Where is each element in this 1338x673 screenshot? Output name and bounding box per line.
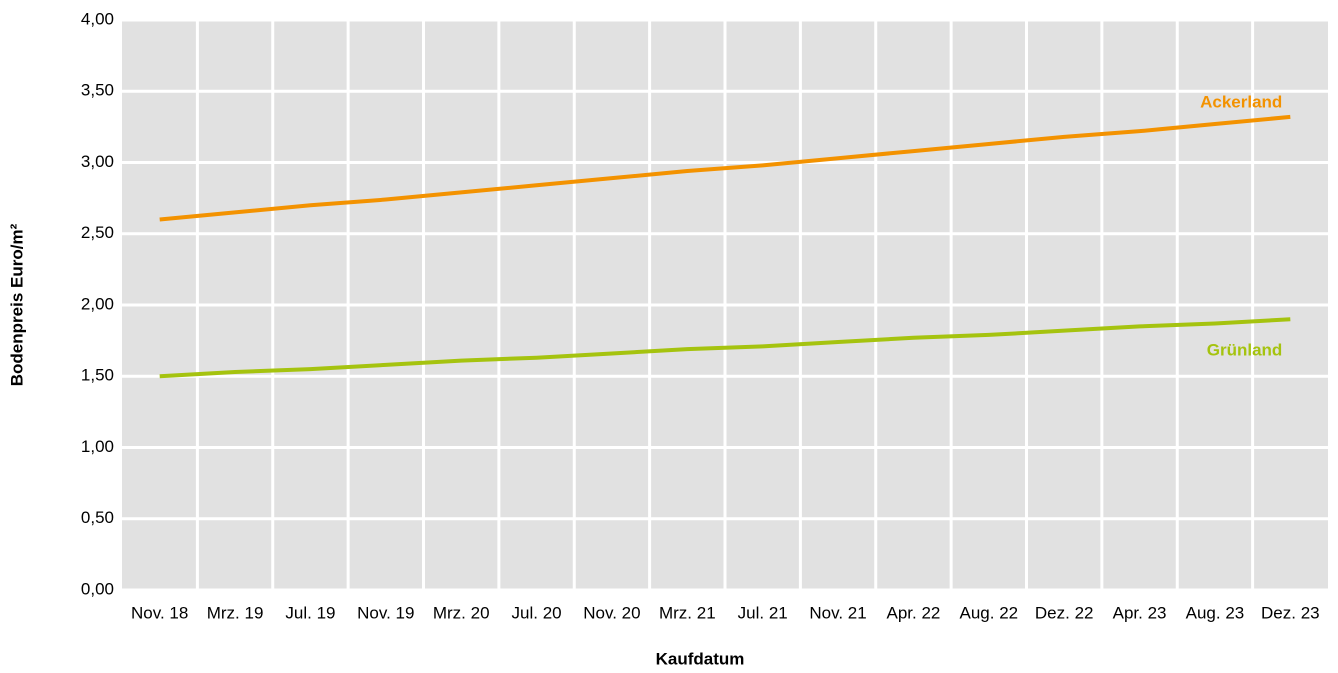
- y-tick-label: 4,00: [81, 9, 114, 28]
- x-tick-label: Aug. 23: [1186, 603, 1245, 622]
- x-tick-label: Apr. 23: [1113, 603, 1167, 622]
- x-tick-label: Aug. 22: [960, 603, 1019, 622]
- x-tick-label: Dez. 23: [1261, 603, 1320, 622]
- x-tick-label: Mrz. 20: [433, 603, 490, 622]
- y-tick-label: 0,50: [81, 508, 114, 527]
- x-tick-label: Nov. 19: [357, 603, 414, 622]
- x-tick-label: Apr. 22: [887, 603, 941, 622]
- x-tick-label: Nov. 21: [809, 603, 866, 622]
- x-tick-label: Jul. 20: [512, 603, 562, 622]
- x-tick-label: Mrz. 21: [659, 603, 716, 622]
- series-label: Grünland: [1207, 341, 1283, 360]
- y-tick-label: 3,50: [81, 81, 114, 100]
- y-tick-label: 1,50: [81, 366, 114, 385]
- y-axis-label: Bodenpreis Euro/m²: [7, 223, 26, 386]
- x-tick-label: Nov. 18: [131, 603, 188, 622]
- y-tick-label: 1,00: [81, 437, 114, 456]
- series-line: [159, 317, 1291, 379]
- series-label: Ackerland: [1200, 92, 1282, 111]
- x-axis-label: Kaufdatum: [656, 649, 745, 668]
- series-line: [159, 114, 1291, 222]
- x-tick-label: Dez. 22: [1035, 603, 1094, 622]
- y-tick-label: 3,00: [81, 152, 114, 171]
- x-tick-label: Mrz. 19: [207, 603, 264, 622]
- x-tick-label: Jul. 21: [738, 603, 788, 622]
- x-tick-label: Nov. 20: [583, 603, 640, 622]
- y-tick-label: 2,00: [81, 294, 114, 313]
- x-tick-label: Jul. 19: [285, 603, 335, 622]
- y-tick-label: 2,50: [81, 223, 114, 242]
- y-tick-label: 0,00: [81, 579, 114, 598]
